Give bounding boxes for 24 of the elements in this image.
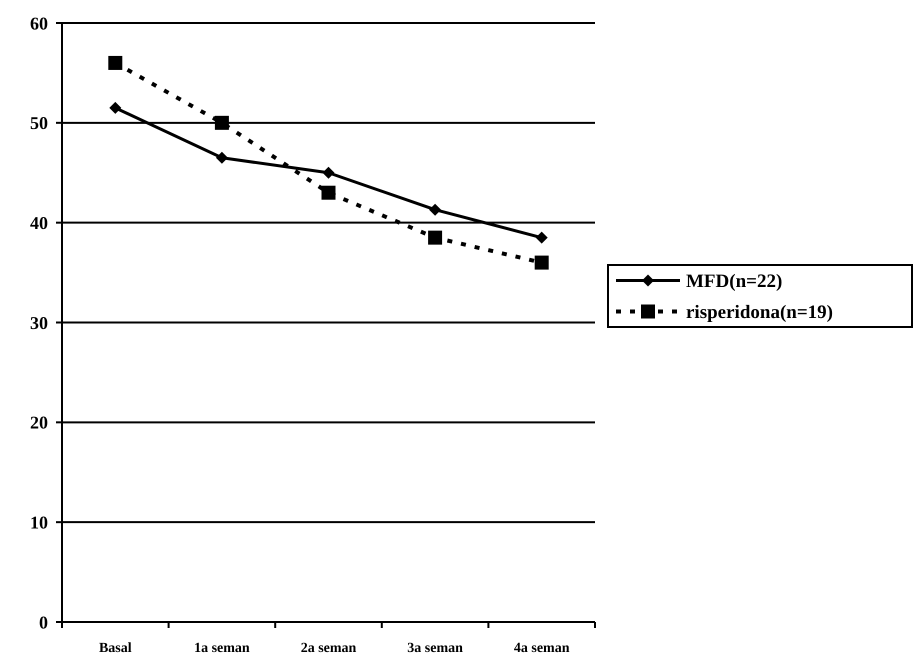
x-tick-label: 3a seman [407,641,464,656]
point [322,166,334,179]
point [109,102,122,114]
x-tick-label: Basal [98,641,132,656]
point [216,152,228,164]
y-tick-label: 0 [39,612,48,632]
y-tick-label: 20 [30,412,48,433]
legend-label: risperidona(n=19) [686,302,833,324]
y-tick-label: 10 [30,512,48,532]
point [536,232,548,244]
y-tick-label: 60 [30,13,48,34]
legend-label: MFD(n=22) [686,271,782,292]
x-tick-label: 1a seman [194,641,250,656]
point [322,186,336,200]
y-tick-label: 30 [30,312,48,333]
point [429,204,442,216]
point [428,230,442,245]
x-tick-label: 2a seman [300,641,357,656]
y-tick-label: 40 [30,212,48,233]
y-tick-label: 50 [30,113,48,134]
x-tick-label: 4a seman [514,641,570,656]
point [108,56,122,70]
point [534,256,549,270]
point [214,116,229,130]
